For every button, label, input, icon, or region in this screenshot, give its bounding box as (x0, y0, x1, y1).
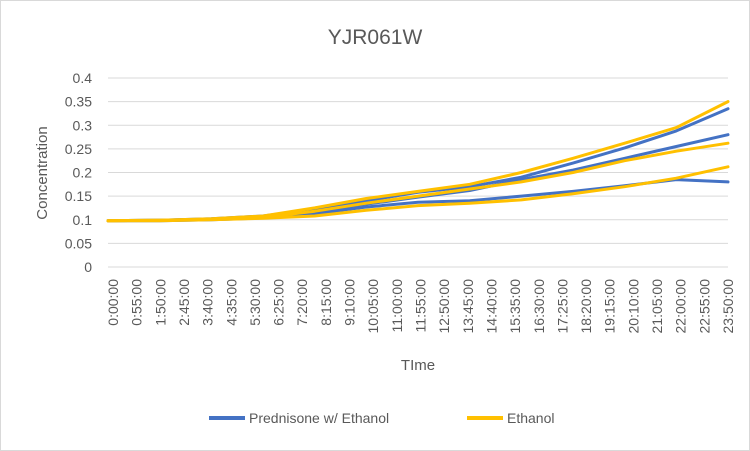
x-tick-label: 8:15:00 (318, 279, 334, 326)
y-tick-label: 0.1 (73, 212, 93, 228)
x-tick-label: 10:05:00 (365, 279, 381, 334)
x-tick-label: 17:25:00 (554, 279, 570, 334)
gridlines (108, 77, 728, 268)
series-line-0-1 (106, 133, 730, 223)
y-tick-label: 0.05 (65, 235, 92, 251)
x-tick-label: 3:40:00 (200, 279, 216, 326)
legend-label: Prednisone w/ Ethanol (249, 410, 389, 426)
y-tick-label: 0 (84, 259, 92, 275)
x-axis-label: TIme (401, 357, 435, 374)
x-tick-label: 9:10:00 (342, 279, 358, 326)
y-tick-label: 0.3 (73, 117, 93, 133)
y-tick-label: 0.35 (65, 94, 92, 110)
series-lines (106, 100, 730, 223)
y-axis-ticks: 0 0.05 0.1 0.15 0.2 0.25 0.3 0.35 0.4 (65, 70, 92, 275)
x-tick-label: 15:35:00 (507, 279, 523, 334)
x-tick-label: 21:05:00 (649, 279, 665, 334)
x-tick-label: 16:30:00 (531, 279, 547, 334)
x-tick-label: 22:55:00 (696, 279, 712, 334)
x-tick-label: 4:35:00 (223, 279, 239, 326)
x-tick-label: 11:00:00 (389, 279, 405, 333)
x-tick-label: 13:45:00 (460, 279, 476, 334)
y-tick-label: 0.25 (65, 141, 92, 157)
x-tick-label: 23:50:00 (720, 279, 736, 334)
x-tick-label: 19:15:00 (602, 279, 618, 334)
y-tick-label: 0.4 (73, 70, 93, 86)
x-tick-label: 22:00:00 (673, 279, 689, 334)
x-tick-label: 7:20:00 (294, 279, 310, 326)
chart-title: YJR061W (328, 26, 423, 49)
x-tick-label: 14:40:00 (483, 279, 499, 334)
legend: Prednisone w/ Ethanol Ethanol (209, 410, 554, 426)
x-tick-label: 12:50:00 (436, 279, 452, 334)
series-line-1-2 (106, 165, 730, 223)
y-tick-label: 0.15 (65, 188, 92, 204)
legend-label: Ethanol (507, 410, 554, 426)
x-tick-label: 6:25:00 (271, 279, 287, 326)
x-tick-label: 1:50:00 (152, 279, 168, 326)
x-tick-label: 5:30:00 (247, 279, 263, 326)
x-tick-label: 0:00:00 (105, 279, 121, 326)
x-tick-label: 2:45:00 (176, 279, 192, 326)
x-tick-label: 0:55:00 (129, 279, 145, 326)
x-tick-label: 18:20:00 (578, 279, 594, 334)
x-tick-label: 11:55:00 (413, 279, 429, 333)
x-axis-ticks: 0:00:00 0:55:00 1:50:00 2:45:00 3:40:00 4:35:… (105, 279, 736, 334)
x-tick-label: 20:10:00 (625, 279, 641, 334)
y-tick-label: 0.2 (73, 165, 93, 181)
y-axis-label: Concentration (34, 126, 51, 219)
